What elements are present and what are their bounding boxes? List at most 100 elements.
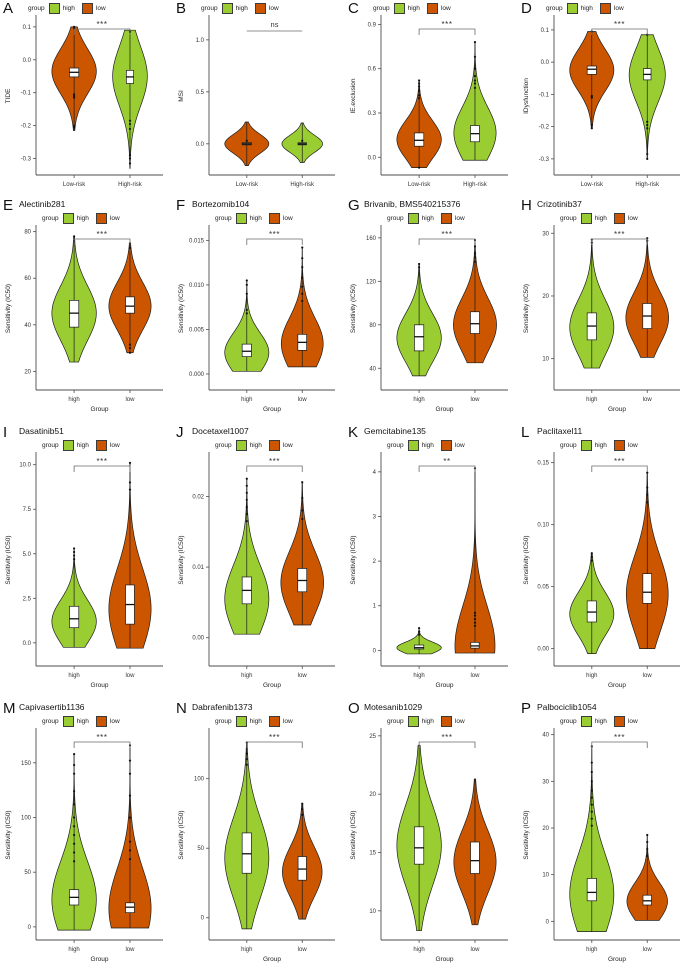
outlier-point xyxy=(73,558,76,561)
legend-title: group xyxy=(215,215,232,222)
significance-label: *** xyxy=(441,20,452,29)
boxplot-low xyxy=(125,296,135,314)
outlier-point xyxy=(245,279,248,282)
significance-label: *** xyxy=(269,733,280,742)
y-tick-label: -0.3 xyxy=(539,157,550,163)
outlier-point xyxy=(590,817,593,820)
outlier-point xyxy=(473,86,477,89)
outlier-point xyxy=(473,251,477,255)
outlier-point xyxy=(128,461,132,465)
boxplot-high xyxy=(414,644,425,650)
outlier-point xyxy=(590,127,593,130)
boxplot-high xyxy=(69,605,80,629)
x-tick-label: high xyxy=(68,673,79,679)
panel-letter-b: B xyxy=(176,0,187,17)
legend-swatch-low xyxy=(440,440,452,451)
panel-title-f: Bortezomib104 xyxy=(192,199,250,209)
legend-label-high: high xyxy=(594,215,607,222)
y-tick-label: 0.005 xyxy=(189,327,205,333)
x-tick-label: high xyxy=(586,397,597,403)
panel-letter-e: E xyxy=(3,197,14,214)
panel-g: G Brivanib, BMS540215376 group high low 40 80 1… xyxy=(345,197,518,424)
panel-letter-l: L xyxy=(521,424,530,441)
y-tick-label: 20 xyxy=(369,792,376,798)
plot-d: -0.3 -0.2 -0.1 0.0 0.1 IDysfunction Low-risk Hi… xyxy=(523,15,680,188)
legend-title: group xyxy=(201,5,218,12)
x-tick-label: low xyxy=(470,397,480,403)
y-axis-title: Sensitivity (IC50) xyxy=(5,535,12,584)
outlier-point xyxy=(646,486,649,489)
significance-label: *** xyxy=(96,230,107,239)
legend-label-high: high xyxy=(249,718,262,725)
boxplot-high xyxy=(241,832,252,874)
y-axis-title: Sensitivity (IC50) xyxy=(178,535,185,584)
outlier-point xyxy=(473,245,477,248)
x-axis-title: Group xyxy=(90,682,108,689)
outlier-point xyxy=(128,351,132,354)
x-tick-label: low xyxy=(298,947,308,953)
y-tick-label: 0 xyxy=(373,648,377,654)
legend-k: group high low xyxy=(387,440,469,451)
x-tick-label: low xyxy=(643,947,653,953)
outlier-point xyxy=(73,124,76,127)
outlier-point xyxy=(418,79,421,82)
boxplot-high xyxy=(414,324,425,352)
outlier-point xyxy=(128,488,132,491)
outlier-point xyxy=(245,512,248,516)
outlier-point xyxy=(245,752,248,755)
outlier-point xyxy=(245,139,248,142)
outlier-point xyxy=(73,772,76,775)
y-tick-label: -0.1 xyxy=(21,91,32,97)
y-axis-title: Sensitivity (IC50) xyxy=(350,535,357,584)
plot-a: -0.3 -0.2 -0.1 0.0 0.1 TIDE Low-risk High-risk *… xyxy=(5,15,163,188)
plot-n: 0 50 100 Sensitivity (IC50) high low Group *** xyxy=(178,728,335,963)
outlier-point xyxy=(418,97,421,100)
outlier-point xyxy=(473,624,477,627)
y-tick-label: 2 xyxy=(373,559,377,565)
outlier-point xyxy=(590,123,593,127)
legend-label-high: high xyxy=(407,5,420,12)
legend-swatch-low xyxy=(254,3,266,14)
outlier-point xyxy=(73,550,76,554)
legend-title: group xyxy=(42,442,59,449)
y-tick-label: 40 xyxy=(542,733,549,739)
x-tick-label: low xyxy=(298,673,308,679)
outlier-point xyxy=(128,154,132,157)
outlier-point xyxy=(245,477,248,480)
outlier-point xyxy=(646,501,649,504)
plot-b: 0.0 0.5 1.0 MSI Low-risk High-risk ns xyxy=(178,15,335,188)
legend-swatch-low xyxy=(426,3,438,14)
y-axis-title: Sensitivity (IC50) xyxy=(523,810,530,859)
outlier-point xyxy=(301,481,304,484)
panel-title-j: Docetaxel1007 xyxy=(192,426,249,436)
panel-letter-a: A xyxy=(3,0,14,17)
significance-label: ns xyxy=(271,20,279,29)
plot-h: 10 20 30 Sensitivity (IC50) high low Group *** xyxy=(523,225,680,413)
x-axis-title: Group xyxy=(608,682,626,689)
outlier-point xyxy=(473,260,477,263)
plot-p: 0 10 20 30 40 Sensitivity (IC50) high low Group *… xyxy=(523,728,680,963)
legend-swatch-high xyxy=(235,213,247,224)
legend-label-high: high xyxy=(421,718,434,725)
legend-swatch-high xyxy=(580,213,592,224)
legend-swatch-high xyxy=(566,3,578,14)
y-axis-title: Sensitivity (IC50) xyxy=(350,810,357,859)
panel-letter-h: H xyxy=(521,197,532,214)
significance-label: *** xyxy=(614,230,625,239)
y-tick-label: 20 xyxy=(542,826,549,832)
outlier-point xyxy=(418,630,421,633)
panel-title-m: Capivasertib1136 xyxy=(19,702,85,712)
x-tick-label: low xyxy=(298,397,308,403)
plot-c: 0.0 0.3 0.6 0.9 IE.exclusion Low-risk High-ris… xyxy=(350,15,508,188)
y-tick-label: 30 xyxy=(542,779,549,785)
significance-label: *** xyxy=(614,457,625,466)
y-tick-label: 5.0 xyxy=(23,552,32,558)
legend-label-low: low xyxy=(454,442,465,449)
x-axis-title: Group xyxy=(435,406,453,413)
y-tick-label: 100 xyxy=(21,816,32,822)
outlier-point xyxy=(590,780,593,783)
boxplot-low xyxy=(414,132,425,147)
outlier-point xyxy=(473,55,477,58)
panel-l: L Paclitaxel11 group high low 0.00 0.05 0.10 0.1… xyxy=(518,424,690,700)
y-tick-label: 150 xyxy=(21,761,32,767)
